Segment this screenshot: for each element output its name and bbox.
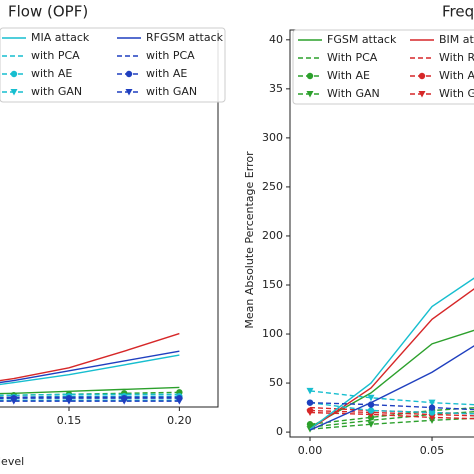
point xyxy=(428,399,436,407)
legend-marker xyxy=(418,91,426,98)
point xyxy=(175,398,183,405)
series-line xyxy=(309,390,474,406)
chart-title: Freq xyxy=(442,3,474,21)
x-tick-label: 0.05 xyxy=(420,444,445,457)
x-tick-label: 0.00 xyxy=(298,444,323,457)
series-line xyxy=(309,411,474,428)
y-tick-label: 300 xyxy=(262,131,283,144)
legend-label: with AE xyxy=(146,67,187,80)
legend-marker xyxy=(10,89,18,96)
y-tick-label: 100 xyxy=(262,327,283,340)
series-line xyxy=(309,277,474,430)
legend-marker xyxy=(418,72,426,80)
series-line xyxy=(309,401,474,411)
x-tick-label: 0.15 xyxy=(57,414,82,427)
series-line xyxy=(309,329,474,428)
y-tick-label: 250 xyxy=(262,180,283,193)
legend-label: With AE xyxy=(327,69,370,82)
legend-label: BIM attack xyxy=(439,33,474,46)
point xyxy=(65,398,73,405)
series-line xyxy=(309,401,474,415)
y-tick-label: 35 xyxy=(269,82,283,95)
point xyxy=(367,394,375,402)
point xyxy=(367,421,375,428)
y-axis-label: Mean Absolute Percentage Error xyxy=(243,151,256,329)
legend-label: With R xyxy=(439,51,474,64)
legend-label: With PCA xyxy=(327,51,378,64)
legend-label: with PCA xyxy=(31,49,80,62)
point xyxy=(10,398,18,405)
legend-marker xyxy=(125,70,133,78)
y-tick-label: 200 xyxy=(262,229,283,242)
x-axis-label: level xyxy=(0,455,24,468)
legend-marker xyxy=(10,70,18,78)
series-line xyxy=(0,393,180,396)
plot-area xyxy=(0,332,183,405)
plot-area xyxy=(306,277,474,433)
point xyxy=(367,401,375,408)
point xyxy=(306,399,314,406)
point xyxy=(306,421,314,428)
series-line xyxy=(309,409,474,417)
legend-label: With GAN xyxy=(327,87,380,100)
point xyxy=(428,404,436,411)
series-line xyxy=(0,350,180,384)
chart-title: Flow (OPF) xyxy=(8,3,88,21)
legend-label: with PCA xyxy=(146,49,195,62)
legend-box xyxy=(0,27,226,103)
legend-label: FGSM attack xyxy=(327,33,397,46)
legend-marker xyxy=(125,89,133,96)
legend-label: with GAN xyxy=(146,85,197,98)
series-line xyxy=(309,288,474,430)
legend-label: RFGSM attack xyxy=(146,31,224,44)
point xyxy=(306,387,314,395)
point xyxy=(428,414,436,421)
point xyxy=(367,407,375,414)
legend-marker xyxy=(306,91,314,98)
legend-label: MIA attack xyxy=(31,31,90,44)
legend-label: with AE xyxy=(31,67,72,80)
y-tick-label: 50 xyxy=(269,376,283,389)
series-line xyxy=(0,332,180,382)
y-tick-label: 40 xyxy=(269,33,283,46)
series-line xyxy=(309,345,474,431)
y-tick-label: 0 xyxy=(276,425,283,438)
point xyxy=(306,409,314,416)
y-tick-label: 150 xyxy=(262,278,283,291)
legend-label: With G xyxy=(439,87,474,100)
legend-box xyxy=(292,29,474,105)
axis-frame xyxy=(0,30,219,408)
legend-marker xyxy=(306,72,314,80)
x-tick-label: 0.20 xyxy=(167,414,192,427)
point xyxy=(120,398,128,405)
legend-label: With A xyxy=(439,69,474,82)
series-line xyxy=(309,411,474,420)
point xyxy=(428,409,436,416)
series-line xyxy=(0,354,180,386)
series-line xyxy=(0,397,180,400)
legend-label: with GAN xyxy=(31,85,82,98)
